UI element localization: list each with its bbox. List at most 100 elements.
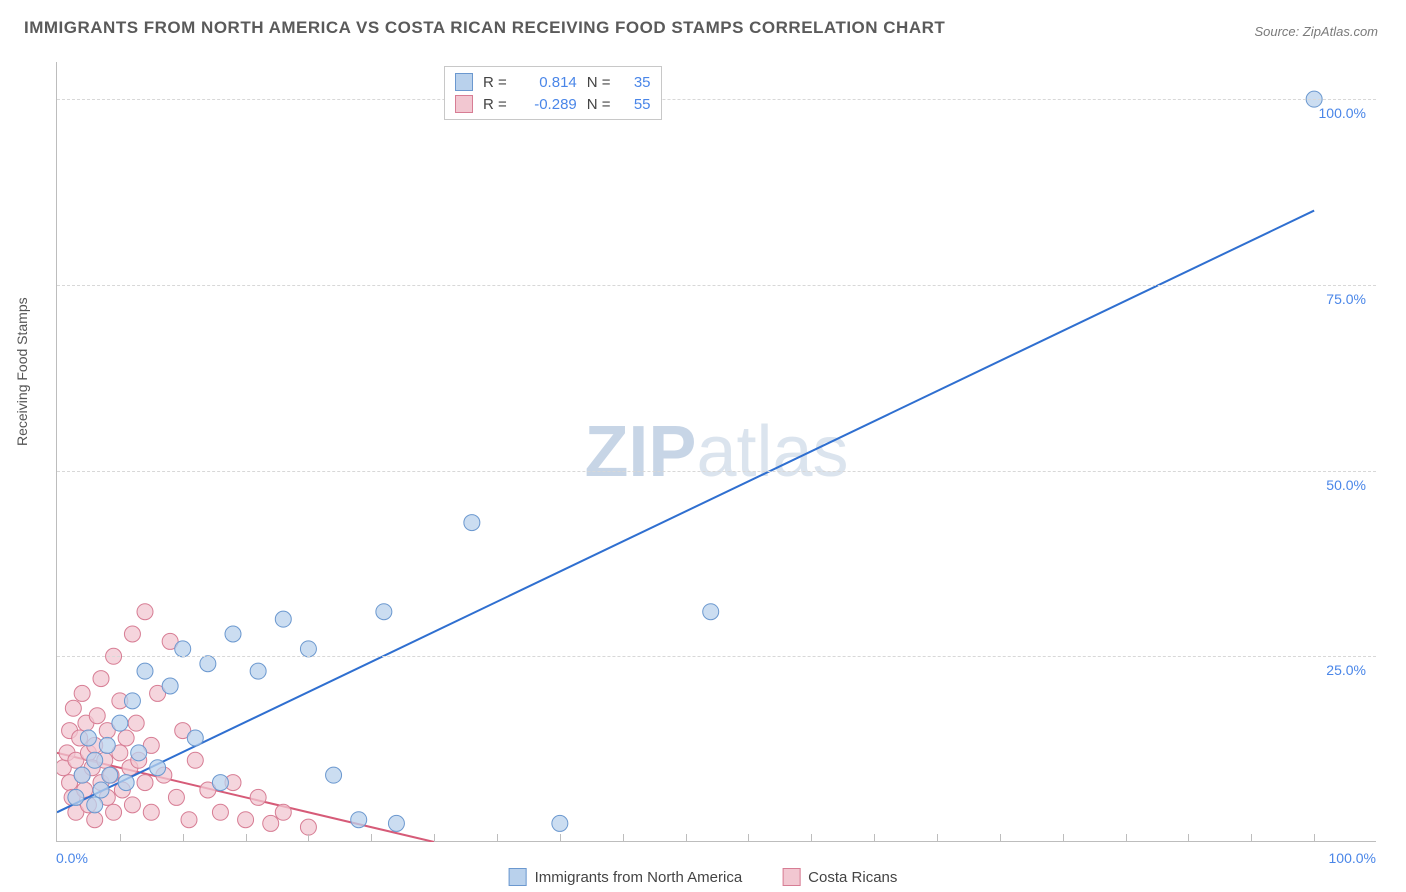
data-point bbox=[326, 767, 342, 783]
y-tick-label: 50.0% bbox=[1326, 477, 1366, 493]
correlation-legend: R = 0.814 N = 35 R = -0.289 N = 55 bbox=[444, 66, 662, 120]
r-value-pink: -0.289 bbox=[517, 96, 577, 113]
x-tick bbox=[1314, 834, 1315, 842]
swatch-blue bbox=[509, 868, 527, 886]
y-tick-label: 25.0% bbox=[1326, 662, 1366, 678]
data-point bbox=[168, 789, 184, 805]
data-point bbox=[102, 767, 118, 783]
data-point bbox=[388, 815, 404, 831]
n-label: N = bbox=[587, 74, 611, 91]
gridline bbox=[57, 285, 1376, 286]
legend-item-blue: Immigrants from North America bbox=[509, 868, 743, 886]
swatch-pink bbox=[782, 868, 800, 886]
swatch-pink bbox=[455, 95, 473, 113]
data-point bbox=[552, 815, 568, 831]
x-tick bbox=[748, 834, 749, 842]
x-tick bbox=[623, 834, 624, 842]
data-point bbox=[250, 663, 266, 679]
data-point bbox=[200, 656, 216, 672]
y-tick-label: 75.0% bbox=[1326, 291, 1366, 307]
plot-area: ZIPatlas 25.0%50.0%75.0%100.0% bbox=[56, 62, 1376, 842]
x-max-label: 100.0% bbox=[1329, 850, 1376, 866]
n-value-pink: 55 bbox=[621, 96, 651, 113]
data-point bbox=[162, 678, 178, 694]
x-tick bbox=[120, 834, 121, 842]
n-label: N = bbox=[587, 96, 611, 113]
data-point bbox=[238, 812, 254, 828]
data-point bbox=[74, 685, 90, 701]
data-point bbox=[703, 604, 719, 620]
data-point bbox=[137, 604, 153, 620]
data-point bbox=[87, 797, 103, 813]
data-point bbox=[137, 663, 153, 679]
x-tick bbox=[183, 834, 184, 842]
data-point bbox=[263, 815, 279, 831]
x-tick bbox=[686, 834, 687, 842]
data-point bbox=[137, 775, 153, 791]
data-point bbox=[106, 804, 122, 820]
source-label: Source: ZipAtlas.com bbox=[1254, 24, 1378, 39]
chart-svg bbox=[57, 62, 1377, 842]
data-point bbox=[65, 700, 81, 716]
data-point bbox=[93, 671, 109, 687]
x-tick bbox=[434, 834, 435, 842]
data-point bbox=[118, 775, 134, 791]
data-point bbox=[275, 804, 291, 820]
data-point bbox=[464, 515, 480, 531]
x-tick bbox=[937, 834, 938, 842]
data-point bbox=[87, 752, 103, 768]
x-tick bbox=[560, 834, 561, 842]
data-point bbox=[80, 730, 96, 746]
data-point bbox=[124, 626, 140, 642]
data-point bbox=[74, 767, 90, 783]
data-point bbox=[93, 782, 109, 798]
data-point bbox=[300, 819, 316, 835]
legend-label-blue: Immigrants from North America bbox=[535, 869, 743, 886]
series-legend: Immigrants from North America Costa Rica… bbox=[509, 868, 898, 886]
y-axis-label: Receiving Food Stamps bbox=[14, 297, 30, 446]
data-point bbox=[225, 626, 241, 642]
legend-item-pink: Costa Ricans bbox=[782, 868, 897, 886]
data-point bbox=[68, 789, 84, 805]
data-point bbox=[187, 752, 203, 768]
data-point bbox=[300, 641, 316, 657]
data-point bbox=[128, 715, 144, 731]
correlation-row-pink: R = -0.289 N = 55 bbox=[455, 93, 651, 115]
y-tick-label: 100.0% bbox=[1319, 105, 1366, 121]
n-value-blue: 35 bbox=[621, 74, 651, 91]
gridline bbox=[57, 656, 1376, 657]
r-value-blue: 0.814 bbox=[517, 74, 577, 91]
x-tick bbox=[1126, 834, 1127, 842]
data-point bbox=[150, 760, 166, 776]
data-point bbox=[143, 804, 159, 820]
legend-label-pink: Costa Ricans bbox=[808, 869, 897, 886]
x-tick bbox=[308, 834, 309, 842]
x-min-label: 0.0% bbox=[56, 850, 88, 866]
data-point bbox=[187, 730, 203, 746]
data-point bbox=[175, 641, 191, 657]
data-point bbox=[250, 789, 266, 805]
data-point bbox=[89, 708, 105, 724]
data-point bbox=[212, 775, 228, 791]
chart-title: IMMIGRANTS FROM NORTH AMERICA VS COSTA R… bbox=[24, 18, 945, 38]
data-point bbox=[99, 737, 115, 753]
gridline bbox=[57, 99, 1376, 100]
x-tick bbox=[371, 834, 372, 842]
x-tick bbox=[1251, 834, 1252, 842]
x-tick bbox=[1000, 834, 1001, 842]
x-tick bbox=[246, 834, 247, 842]
data-point bbox=[212, 804, 228, 820]
x-tick bbox=[811, 834, 812, 842]
r-label: R = bbox=[483, 96, 507, 113]
trend-line bbox=[57, 211, 1314, 813]
data-point bbox=[131, 745, 147, 761]
data-point bbox=[275, 611, 291, 627]
swatch-blue bbox=[455, 73, 473, 91]
data-point bbox=[376, 604, 392, 620]
data-point bbox=[87, 812, 103, 828]
x-tick bbox=[497, 834, 498, 842]
x-tick bbox=[1063, 834, 1064, 842]
r-label: R = bbox=[483, 74, 507, 91]
gridline bbox=[57, 471, 1376, 472]
data-point bbox=[124, 693, 140, 709]
